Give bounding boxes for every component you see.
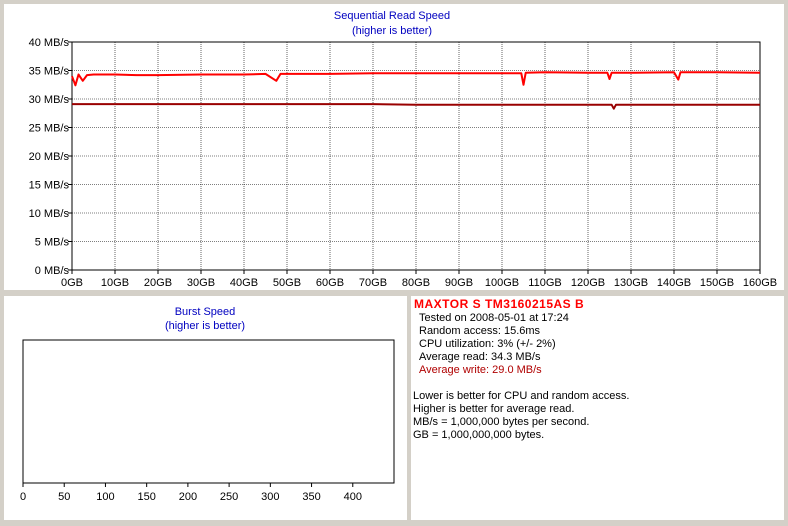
burst-xtick-label: 150 bbox=[137, 491, 155, 503]
seq-ytick-label: 40 MB/s bbox=[29, 37, 70, 49]
seq-xtick-label: 100GB bbox=[485, 277, 519, 289]
seq-xtick-label: 140GB bbox=[657, 277, 691, 289]
burst-xtick-label: 400 bbox=[344, 491, 362, 503]
seq-ytick-label: 35 MB/s bbox=[29, 66, 70, 78]
burst-xtick-label: 300 bbox=[261, 491, 279, 503]
seq-xtick-label: 30GB bbox=[187, 277, 215, 289]
seq-ytick-label: 20 MB/s bbox=[29, 151, 70, 163]
seq-chart-title: Sequential Read Speed bbox=[334, 10, 450, 22]
seq-xtick-label: 130GB bbox=[614, 277, 648, 289]
burst-xtick-label: 50 bbox=[58, 491, 70, 503]
seq-xtick-label: 90GB bbox=[445, 277, 473, 289]
sequential-read-chart: Sequential Read Speed (higher is better)… bbox=[29, 10, 777, 289]
burst-plot-area bbox=[22, 339, 395, 484]
drive-info-panel: MAXTOR S TM3160215AS B Tested on 2008-05… bbox=[411, 296, 784, 520]
burst-chart-subtitle: (higher is better) bbox=[165, 320, 245, 332]
seq-xtick-label: 160GB bbox=[743, 277, 777, 289]
seq-xtick-label: 20GB bbox=[144, 277, 172, 289]
burst-xtick-label: 250 bbox=[220, 491, 238, 503]
burst-chart-title: Burst Speed bbox=[175, 306, 236, 318]
burst-xtick-label: 200 bbox=[179, 491, 197, 503]
seq-xtick-label: 50GB bbox=[273, 277, 301, 289]
drive-name: MAXTOR S TM3160215AS B bbox=[414, 297, 585, 311]
seq-xtick-label: 120GB bbox=[571, 277, 605, 289]
burst-speed-chart: Burst Speed (higher is better) SCSI Ultr… bbox=[20, 306, 395, 503]
seq-ytick-label: 15 MB/s bbox=[29, 180, 70, 192]
seq-xtick-label: 150GB bbox=[700, 277, 734, 289]
seq-ytick-label: 0 MB/s bbox=[35, 265, 70, 277]
read-speed-line bbox=[71, 71, 761, 87]
seq-ytick-label: 25 MB/s bbox=[29, 123, 70, 135]
note-lower-better: Lower is better for CPU and random acces… bbox=[413, 390, 630, 402]
seq-xtick-label: 110GB bbox=[528, 277, 561, 289]
note-mbs-definition: MB/s = 1,000,000 bytes per second. bbox=[413, 416, 590, 428]
seq-ytick-label: 5 MB/s bbox=[35, 237, 70, 249]
write-speed-line bbox=[72, 103, 760, 110]
sequential-read-panel: Sequential Read Speed (higher is better)… bbox=[4, 4, 784, 290]
seq-ytick-label: 10 MB/s bbox=[29, 208, 70, 220]
burst-xtick-label: 100 bbox=[96, 491, 114, 503]
seq-ytick-label: 30 MB/s bbox=[29, 94, 70, 106]
cpu-utilization: CPU utilization: 3% (+/- 2%) bbox=[419, 338, 556, 350]
note-gb-definition: GB = 1,000,000,000 bytes. bbox=[413, 429, 545, 441]
seq-chart-subtitle: (higher is better) bbox=[352, 25, 432, 37]
seq-xtick-label: 0GB bbox=[61, 277, 83, 289]
random-access: Random access: 15.6ms bbox=[419, 325, 541, 337]
burst-xtick-label: 350 bbox=[302, 491, 320, 503]
seq-xtick-label: 60GB bbox=[316, 277, 344, 289]
seq-xtick-label: 10GB bbox=[101, 277, 129, 289]
burst-xtick-label: 0 bbox=[20, 491, 26, 503]
average-read: Average read: 34.3 MB/s bbox=[419, 351, 541, 363]
seq-xtick-label: 80GB bbox=[402, 277, 430, 289]
seq-xtick-label: 70GB bbox=[359, 277, 387, 289]
tested-date: Tested on 2008-05-01 at 17:24 bbox=[419, 312, 569, 324]
note-higher-better: Higher is better for average read. bbox=[413, 403, 575, 415]
burst-speed-panel: Burst Speed (higher is better) SCSI Ultr… bbox=[4, 296, 407, 520]
seq-xtick-label: 40GB bbox=[230, 277, 258, 289]
average-write: Average write: 29.0 MB/s bbox=[419, 364, 542, 376]
